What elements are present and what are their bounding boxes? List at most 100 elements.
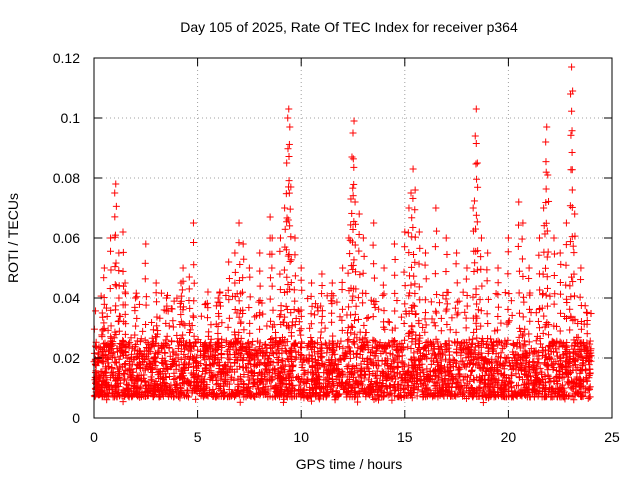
data-point-band — [585, 393, 593, 401]
data-point — [286, 222, 294, 230]
data-point — [515, 333, 523, 341]
data-point-band — [207, 321, 215, 329]
data-point-band — [437, 314, 445, 322]
data-point — [256, 325, 264, 333]
data-point — [390, 240, 398, 248]
y-tick-label: 0 — [72, 410, 80, 426]
data-point — [370, 274, 378, 282]
data-point — [291, 234, 299, 242]
data-point — [225, 258, 233, 266]
data-point — [473, 266, 481, 274]
data-point — [346, 250, 354, 258]
data-point-band — [413, 392, 421, 400]
data-point — [504, 270, 512, 278]
data-point-band — [168, 305, 176, 313]
data-point — [111, 189, 119, 197]
data-point-band — [345, 344, 353, 352]
data-point — [112, 180, 120, 188]
data-point-band — [245, 376, 253, 384]
data-point-band — [281, 342, 289, 350]
data-point — [328, 318, 336, 326]
data-point — [432, 204, 440, 212]
data-point — [505, 290, 513, 298]
data-point-band — [410, 385, 418, 393]
data-point — [539, 290, 547, 298]
data-point — [557, 260, 565, 268]
data-point — [284, 145, 292, 153]
data-point — [317, 340, 325, 348]
data-point — [286, 123, 294, 131]
y-tick-label: 0.12 — [53, 50, 80, 66]
x-tick-label: 10 — [293, 429, 309, 445]
data-point — [525, 264, 533, 272]
data-point — [400, 320, 408, 328]
data-point — [433, 291, 441, 299]
data-point — [256, 267, 264, 275]
data-point — [285, 105, 293, 113]
data-point-band — [259, 310, 267, 318]
data-point-band — [456, 365, 464, 373]
data-point — [515, 198, 523, 206]
data-point — [276, 234, 284, 242]
data-point — [443, 250, 451, 258]
data-point — [189, 219, 197, 227]
data-point — [391, 289, 399, 297]
data-point — [338, 305, 346, 313]
data-point — [535, 234, 543, 242]
data-point — [328, 279, 336, 287]
data-point — [214, 329, 222, 337]
data-point — [369, 313, 377, 321]
data-point — [472, 247, 480, 255]
data-point-band — [114, 348, 122, 356]
data-point — [411, 186, 419, 194]
data-point-band — [133, 293, 141, 301]
data-point — [408, 214, 416, 222]
data-point-band — [311, 311, 319, 319]
data-point-band — [239, 357, 247, 365]
data-point — [282, 302, 290, 310]
data-point — [576, 293, 584, 301]
data-point — [550, 300, 558, 308]
data-point — [185, 285, 193, 293]
data-point-band — [566, 305, 574, 313]
data-point — [190, 332, 198, 340]
data-point-band — [582, 308, 590, 316]
data-point — [483, 310, 491, 318]
data-point — [360, 252, 368, 260]
data-point-band — [474, 306, 482, 314]
data-point — [494, 303, 502, 311]
data-point — [224, 323, 232, 331]
data-point — [345, 303, 353, 311]
data-point — [563, 298, 571, 306]
data-point — [415, 260, 423, 268]
data-point — [463, 264, 471, 272]
data-point-band — [441, 355, 449, 363]
data-point — [298, 286, 306, 294]
data-point — [231, 249, 239, 257]
data-point — [409, 223, 417, 231]
data-point — [411, 258, 419, 266]
data-point — [115, 267, 123, 275]
data-point — [142, 301, 150, 309]
data-point-band — [555, 343, 563, 351]
data-point — [543, 253, 551, 261]
data-point-band — [448, 314, 456, 322]
data-point — [542, 138, 550, 146]
data-point-band — [133, 314, 141, 322]
data-point-band — [421, 315, 429, 323]
data-point — [107, 247, 115, 255]
data-point-band — [443, 300, 451, 308]
data-point-band — [216, 289, 224, 297]
data-point — [557, 290, 565, 298]
data-point-band — [361, 370, 369, 378]
data-point-band — [479, 372, 487, 380]
data-point-band — [192, 395, 200, 403]
data-point — [266, 274, 274, 282]
data-point — [483, 266, 491, 274]
data-point — [472, 139, 480, 147]
data-point — [411, 233, 419, 241]
data-point — [266, 213, 274, 221]
data-point — [111, 263, 119, 271]
data-point-band — [251, 313, 259, 321]
data-point-band — [306, 324, 314, 332]
